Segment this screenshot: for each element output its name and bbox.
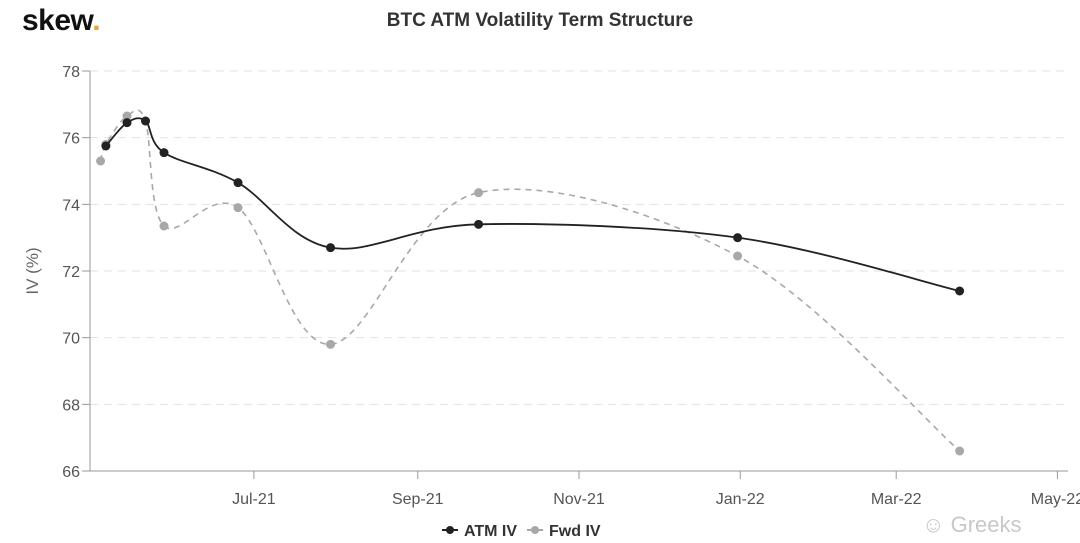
atm-iv-point [233,178,243,188]
atm-iv-point [733,233,743,243]
y-tick-label: 76 [62,131,80,148]
fwd-iv-point [474,188,484,198]
y-tick-label: 74 [62,197,80,214]
atm-iv-point [474,219,484,229]
x-tick-label: Jan-22 [716,491,765,508]
x-tick-label: Nov-21 [553,491,605,508]
fwd-iv-point [233,203,243,213]
atm-iv-point [955,286,965,296]
legend-fwd-iv-label: Fwd IV [549,523,601,540]
x-tick-label: Mar-22 [871,491,922,508]
logo-text: skew [22,4,93,37]
watermark: ☺ Greeks [922,512,1022,537]
logo-dot: . [92,4,101,37]
skew-logo: skew. [22,4,101,38]
y-tick-label: 66 [62,464,80,481]
fwd-iv-point [159,221,169,231]
y-tick-label: 72 [62,264,80,281]
atm-iv-point [122,118,132,128]
y-tick-label: 68 [62,397,80,414]
legend-fwd-iv-marker [531,526,540,534]
fwd-iv-point [733,251,743,261]
fwd-iv-line [99,109,961,452]
atm-iv-point [326,243,336,253]
x-tick-label: Jul-21 [232,491,276,508]
legend-atm-iv-label: ATM IV [464,523,517,540]
atm-iv-point [159,148,169,158]
fwd-iv-point [96,156,106,166]
y-tick-label: 70 [62,331,80,348]
fwd-iv-point [122,111,132,121]
atm-iv-point [141,116,151,126]
y-axis-label: IV (%) [23,247,42,294]
watermark-text: Greeks [950,512,1022,537]
fwd-iv-point [955,446,965,456]
legend-atm-iv-marker [446,526,454,534]
y-tick-label: 78 [62,64,80,81]
fwd-iv-point [326,339,336,349]
x-tick-label: May-22 [1031,491,1080,508]
atm-iv-point [101,141,111,151]
x-tick-label: Sep-21 [392,491,444,508]
chart-title: BTC ATM Volatility Term Structure [386,10,694,31]
